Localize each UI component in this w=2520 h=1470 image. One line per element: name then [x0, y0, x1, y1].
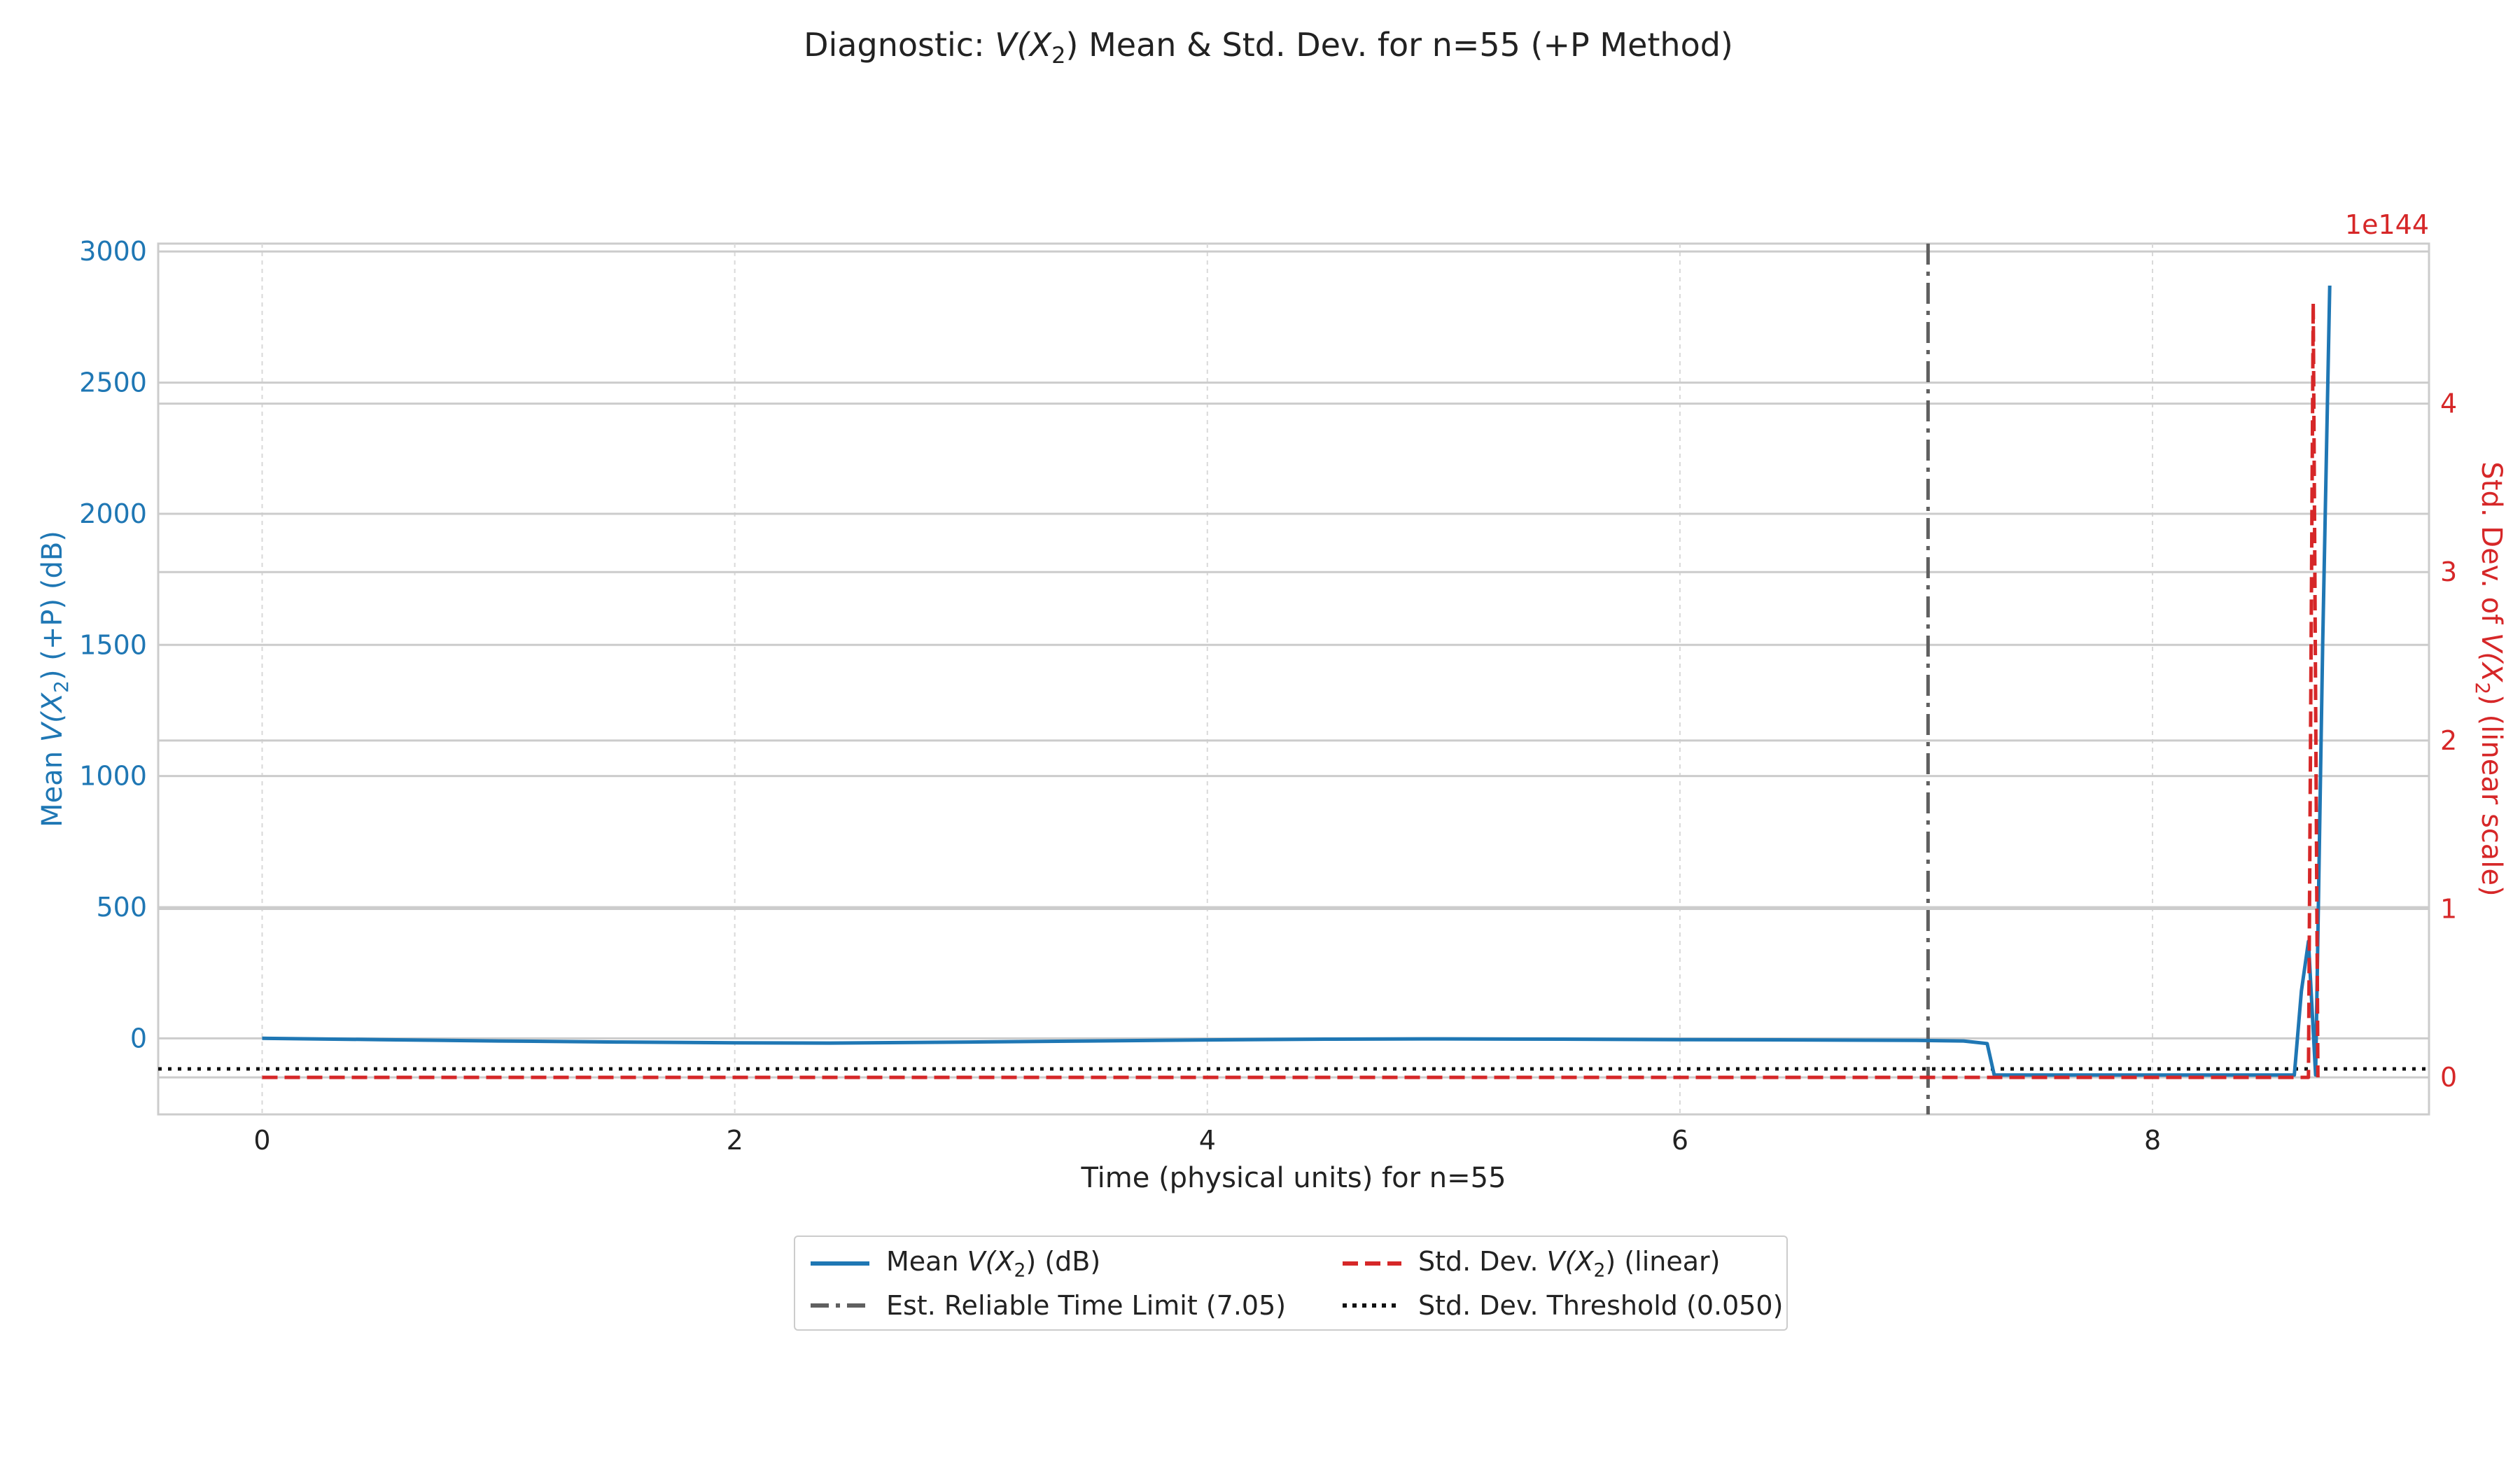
right-y-axis-ticks: 0 1 2 3 4 [2440, 388, 2457, 1093]
legend-label: Est. Reliable Time Limit (7.05) [886, 1290, 1287, 1321]
x-gridlines [261, 244, 2154, 1114]
left-y-tick-label: 1500 [79, 629, 147, 660]
right-axis-offset-text: 1e144 [2345, 209, 2429, 240]
x-tick-label: 4 [1199, 1125, 1216, 1156]
mean-series-line [262, 285, 2332, 1077]
legend-label: Std. Dev. Threshold (0.050) [1418, 1290, 1784, 1321]
x-tick-label: 8 [2144, 1125, 2161, 1156]
x-axis-ticks: 0 2 4 6 8 [253, 1125, 2161, 1156]
legend-swatch-dashdot [811, 1303, 869, 1308]
legend-item-threshold: Std. Dev. Threshold (0.050) [1343, 1284, 1783, 1326]
x-tick-label: 2 [727, 1125, 743, 1156]
left-y-axis-label: Mean V(X2) (+P) (dB) [36, 531, 73, 827]
std-series-line [262, 300, 2320, 1079]
x-tick-label: 6 [1672, 1125, 1688, 1156]
legend-item-std: Std. Dev. V(X2) (linear) [1343, 1242, 1720, 1284]
right-y-axis-label: Std. Dev. of V(X2) (linear scale) [2471, 461, 2507, 896]
legend-item-limit: Est. Reliable Time Limit (7.05) [811, 1284, 1286, 1326]
left-y-gridlines [158, 250, 2429, 1040]
left-y-axis-ticks: 0 500 1000 1500 2000 2500 3000 [79, 236, 147, 1054]
right-y-tick-label: 0 [2440, 1062, 2457, 1093]
legend: Mean V(X2) (dB) Std. Dev. V(X2) (linear)… [794, 1236, 1788, 1331]
series-layer [158, 244, 2429, 1114]
plot-area [157, 242, 2430, 1116]
left-y-tick-label: 1000 [79, 761, 147, 792]
left-y-tick-label: 3000 [79, 236, 147, 267]
right-y-tick-label: 2 [2440, 725, 2457, 756]
x-axis-label: Time (physical units) for n=55 [1080, 1162, 1506, 1194]
right-y-tick-label: 4 [2440, 388, 2457, 419]
legend-label: Mean V(X2) (dB) [886, 1245, 1101, 1282]
left-y-tick-label: 0 [130, 1023, 147, 1054]
chart-title: Diagnostic: V(X2) Mean & Std. Dev. for n… [804, 26, 1733, 69]
legend-swatch-dotted [1343, 1303, 1401, 1308]
right-y-tick-label: 1 [2440, 893, 2457, 924]
left-y-tick-label: 500 [96, 892, 147, 923]
right-y-tick-label: 3 [2440, 556, 2457, 587]
left-y-tick-label: 2500 [79, 368, 147, 398]
legend-label: Std. Dev. V(X2) (linear) [1418, 1245, 1721, 1282]
legend-swatch-dashed [1343, 1261, 1401, 1266]
x-tick-label: 0 [253, 1125, 270, 1156]
legend-item-mean: Mean V(X2) (dB) [811, 1242, 1100, 1284]
legend-swatch-solid [811, 1261, 869, 1266]
plot-frame [157, 242, 2430, 1116]
left-y-tick-label: 2000 [79, 498, 147, 529]
